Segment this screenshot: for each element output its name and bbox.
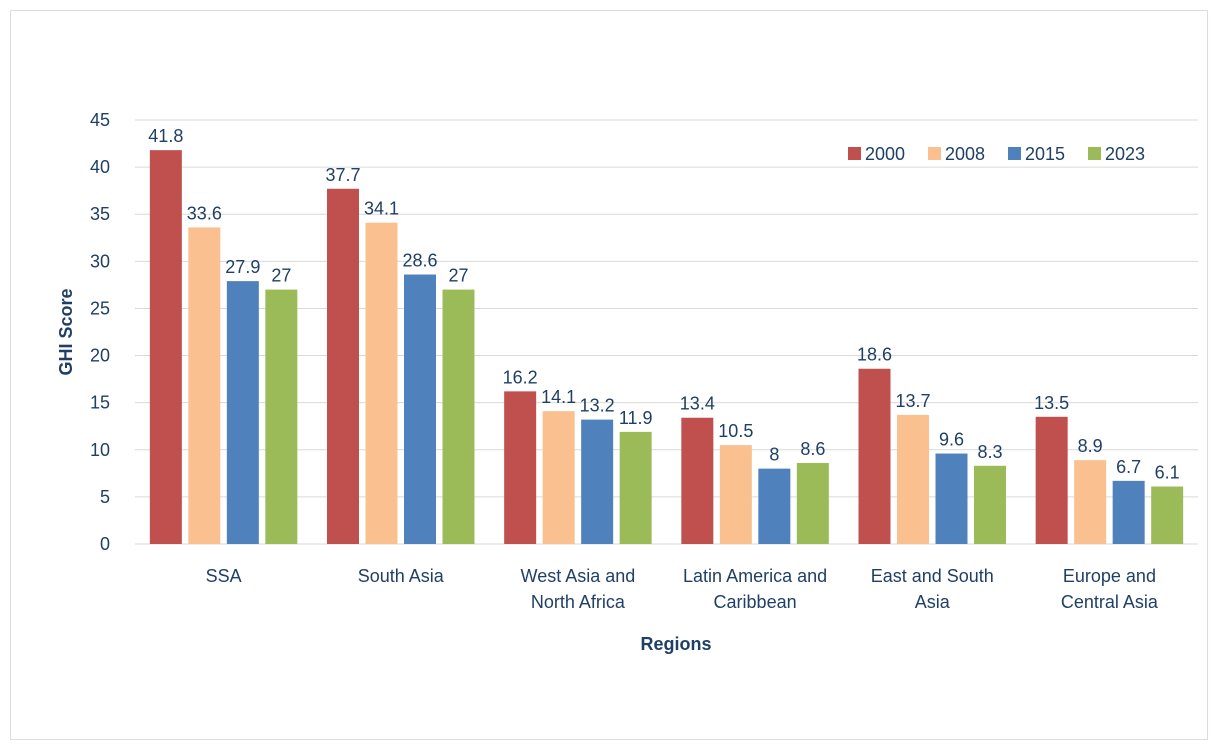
data-label-2000: 16.2 [503, 367, 538, 387]
bar-2008 [897, 414, 929, 544]
x-category-label: East and South [871, 566, 994, 586]
bars [149, 150, 1184, 545]
data-label-2008: 10.5 [718, 421, 753, 441]
bar-2015 [226, 281, 259, 544]
legend-label-2000: 2000 [865, 144, 905, 164]
legend-swatch-2023 [1088, 147, 1101, 160]
data-label-2008: 14.1 [541, 387, 576, 407]
x-category-label: Central Asia [1061, 592, 1159, 612]
data-label-2015: 6.7 [1116, 457, 1141, 477]
x-category-label: Asia [915, 592, 951, 612]
y-axis-title: GHI Score [56, 288, 76, 375]
data-label-2000: 41.8 [148, 126, 183, 146]
data-label-2023: 6.1 [1155, 463, 1180, 483]
data-label-2015: 28.6 [402, 251, 437, 271]
x-category-label: South Asia [358, 566, 445, 586]
y-tick-label: 5 [100, 487, 110, 507]
bar-2023 [619, 431, 652, 544]
x-category-label: SSA [206, 566, 242, 586]
data-label-2008: 13.7 [895, 391, 930, 411]
data-label-2015: 8 [769, 445, 779, 465]
bar-2023 [974, 465, 1006, 544]
data-label-2023: 27 [448, 266, 468, 286]
data-label-2000: 18.6 [857, 345, 892, 365]
bar-2000 [1035, 416, 1068, 544]
x-category-label: West Asia and [521, 566, 636, 586]
bar-2000 [327, 188, 359, 544]
y-tick-label: 35 [90, 204, 110, 224]
data-label-2015: 13.2 [580, 396, 615, 416]
y-tick-label: 40 [90, 157, 110, 177]
y-tick-label: 0 [100, 534, 110, 554]
legend-label-2015: 2015 [1025, 144, 1065, 164]
data-label-2023: 8.3 [977, 442, 1002, 462]
data-label-2008: 34.1 [364, 199, 399, 219]
bar-2000 [149, 150, 182, 544]
data-labels: 41.8 33.6 27.9 27 37.734.1 28.6 27 16.214.1 13.2… [148, 126, 1179, 482]
legend-label-2008: 2008 [945, 144, 985, 164]
legend-label-2023: 2023 [1105, 144, 1145, 164]
bar-2023 [1151, 486, 1184, 544]
x-axis-categories: SSA South Asia West Asia and North Africa La… [206, 566, 1159, 612]
x-axis-title: Regions [640, 634, 711, 654]
bar-2000 [858, 368, 891, 544]
y-tick-label: 10 [90, 440, 110, 460]
y-tick-label: 25 [90, 298, 110, 318]
bar-2008 [542, 411, 575, 544]
bar-2008 [365, 222, 398, 545]
legend-swatch-2015 [1008, 147, 1021, 160]
x-category-label: Latin America and [683, 566, 827, 586]
y-tick-label: 15 [90, 393, 110, 413]
data-label-2015: 27.9 [225, 257, 260, 277]
x-category-label: North Africa [531, 592, 626, 612]
bar-2008 [188, 227, 221, 544]
bar-2023 [796, 462, 829, 544]
y-tick-label: 30 [90, 251, 110, 271]
bar-2023 [442, 289, 475, 544]
bar-2000 [681, 417, 714, 544]
legend-swatch-2008 [928, 147, 941, 160]
gridlines [135, 119, 1198, 545]
y-axis-ticks: 0 5 10 15 20 25 30 35 40 45 [90, 110, 110, 554]
data-label-2008: 8.9 [1078, 436, 1103, 456]
bar-2008 [719, 445, 752, 544]
x-category-label: Caribbean [714, 592, 797, 612]
bar-2008 [1074, 460, 1107, 544]
legend: 2000 2008 2015 2023 [848, 144, 1145, 164]
x-category-label: Europe and [1063, 566, 1156, 586]
bar-2023 [265, 289, 298, 544]
bar-2000 [504, 391, 537, 544]
data-label-2008: 33.6 [187, 203, 222, 223]
data-label-2000: 13.4 [680, 394, 715, 414]
y-tick-label: 20 [90, 346, 110, 366]
legend-swatch-2000 [848, 147, 861, 160]
data-label-2000: 37.7 [325, 165, 360, 185]
data-label-2023: 11.9 [619, 408, 653, 428]
data-label-2000: 13.5 [1034, 393, 1069, 413]
y-tick-label: 45 [90, 110, 110, 130]
bar-2015 [1112, 480, 1145, 544]
data-label-2023: 27 [271, 266, 291, 286]
bar-2015 [581, 419, 614, 544]
bar-2015 [404, 274, 436, 544]
bar-2015 [758, 468, 791, 544]
data-label-2015: 9.6 [939, 430, 964, 450]
bar-2015 [935, 453, 968, 544]
data-label-2023: 8.6 [800, 439, 825, 459]
